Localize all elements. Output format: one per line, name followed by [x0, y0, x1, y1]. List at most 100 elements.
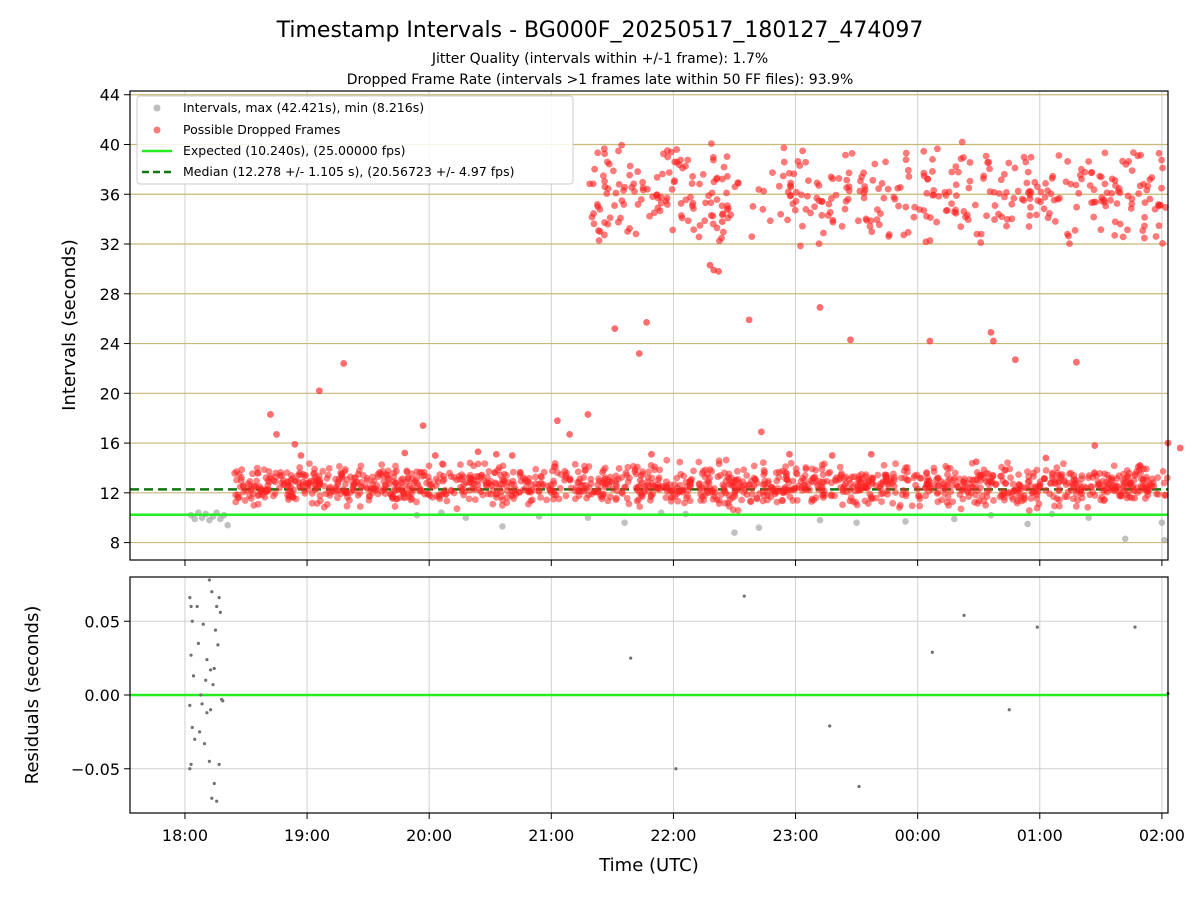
- dropped-frame-point: [702, 199, 709, 207]
- dropped-frame-point: [872, 494, 880, 502]
- dropped-frame-point: [615, 465, 623, 472]
- intervals-legend: Intervals, max (42.421s), min (8.216s) P…: [136, 95, 574, 185]
- dropped-frame-point: [750, 462, 758, 470]
- dropped-frame-point: [908, 502, 916, 510]
- dropped-frame-point: [982, 152, 990, 160]
- dropped-frame-point: [990, 497, 997, 504]
- dropped-frame-point: [1014, 497, 1021, 505]
- dropped-frame-point: [867, 450, 875, 458]
- dropped-frame-point: [509, 468, 517, 476]
- residual-point: [208, 668, 213, 672]
- dropped-frame-point: [639, 186, 647, 194]
- residual-point: [674, 767, 678, 771]
- dropped-frame-point: [636, 503, 644, 511]
- dropped-frame-point: [393, 467, 400, 475]
- x-tick-label-4: 22:00: [650, 826, 696, 845]
- dropped-frame-point: [799, 147, 807, 155]
- dropped-frame-point: [416, 485, 424, 493]
- dropped-frame-point: [745, 316, 753, 324]
- dropped-frame-point: [453, 505, 461, 513]
- dropped-frame-point: [625, 500, 633, 508]
- interval-point: [191, 515, 199, 523]
- dropped-frame-point: [716, 472, 724, 479]
- x-axis-label: Time (UTC): [598, 855, 699, 876]
- dropped-frame-point: [725, 502, 733, 510]
- dropped-frame-point: [399, 482, 406, 490]
- dropped-frame-point: [713, 224, 721, 232]
- dropped-frame-point: [957, 223, 965, 231]
- dropped-frame-point: [637, 492, 645, 500]
- interval-point: [224, 521, 231, 529]
- dropped-frame-point: [424, 473, 432, 481]
- dropped-frame-point: [947, 488, 955, 496]
- dropped-frame-point: [663, 487, 671, 495]
- dropped-frame-point: [1090, 198, 1098, 206]
- dropped-frame-point: [934, 145, 941, 153]
- dropped-frame-point: [604, 497, 612, 505]
- dropped-frame-point: [618, 141, 626, 149]
- dropped-frame-point: [892, 460, 899, 468]
- dropped-frame-point: [955, 168, 962, 176]
- dropped-frame-point: [381, 490, 389, 497]
- residuals-ytick-label-2: 0.05: [84, 612, 120, 631]
- dropped-frame-point: [477, 488, 485, 495]
- dropped-frame-point: [725, 480, 733, 488]
- dropped-frame-point: [599, 172, 607, 180]
- dropped-frame-point: [234, 491, 242, 499]
- dropped-frame-point: [1054, 469, 1061, 477]
- residuals-y-ticks: −0.05 0.00 0.05: [71, 612, 130, 779]
- dropped-frame-point: [539, 480, 547, 488]
- dropped-frame-point: [639, 470, 647, 478]
- dropped-frame-point: [825, 200, 833, 208]
- dropped-frame-point: [516, 468, 524, 476]
- dropped-frame-point: [807, 477, 815, 484]
- dropped-frame-point: [998, 213, 1006, 221]
- dropped-frame-point: [1152, 233, 1160, 240]
- dropped-frame-point: [827, 195, 835, 202]
- dropped-frame-point: [842, 151, 849, 159]
- figure-title: Timestamp Intervals - BG000F_20250517_18…: [276, 18, 924, 43]
- dropped-frame-point: [1055, 487, 1063, 495]
- dropped-frame-point: [615, 147, 622, 155]
- dropped-frame-point: [1036, 478, 1044, 486]
- dropped-frame-point: [786, 450, 793, 458]
- dropped-frame-point: [650, 209, 658, 217]
- dropped-frame-point: [1046, 209, 1053, 217]
- dropped-frame-point: [669, 226, 677, 234]
- dropped-frame-point: [626, 225, 633, 232]
- dropped-frame-point: [896, 501, 904, 509]
- dropped-frame-point: [356, 503, 364, 510]
- dropped-frame-point: [403, 467, 411, 475]
- dropped-frame-point: [323, 474, 331, 482]
- residual-point: [211, 683, 215, 687]
- dropped-frame-point: [1023, 484, 1031, 492]
- dropped-frame-point: [682, 162, 689, 170]
- dropped-frame-point: [882, 472, 890, 480]
- dropped-frame-point: [682, 196, 690, 204]
- dropped-frame-point: [880, 194, 888, 202]
- dropped-frame-point: [273, 430, 280, 438]
- dropped-frame-point: [720, 163, 728, 171]
- dropped-frame-point: [1002, 466, 1009, 474]
- dropped-frame-point: [466, 474, 473, 481]
- residual-point: [190, 619, 194, 623]
- dropped-frame-point: [634, 201, 642, 208]
- residual-point: [629, 656, 633, 660]
- dropped-frame-point: [291, 440, 299, 448]
- dropped-frame-point: [326, 483, 334, 491]
- dropped-frame-point: [673, 146, 681, 153]
- dropped-frame-point: [920, 147, 928, 155]
- dropped-frame-point: [566, 476, 574, 484]
- dropped-frame-point: [653, 174, 661, 181]
- dropped-frame-point: [241, 497, 249, 504]
- dropped-frame-point: [1140, 234, 1148, 242]
- dropped-frame-point: [652, 484, 660, 491]
- dropped-frame-point: [1141, 199, 1149, 207]
- dropped-frame-point: [804, 192, 811, 200]
- dropped-frame-point: [1146, 195, 1154, 203]
- dropped-frame-point: [892, 489, 899, 496]
- dropped-frame-point: [843, 488, 851, 496]
- dropped-frame-point: [959, 485, 967, 493]
- dropped-frame-point: [965, 184, 973, 192]
- dropped-frame-point: [890, 193, 898, 201]
